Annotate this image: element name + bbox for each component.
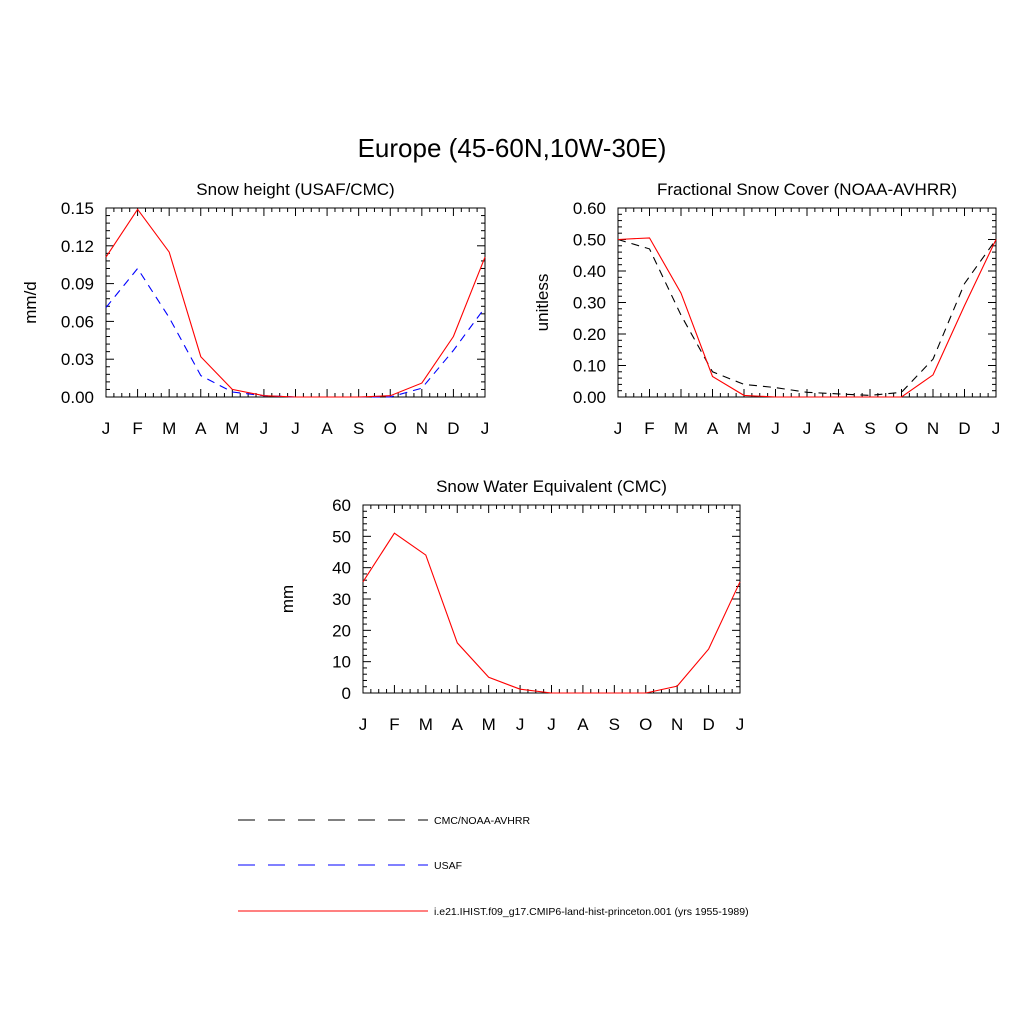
x-tick-label: O bbox=[639, 715, 652, 734]
y-axis-label: unitless bbox=[533, 274, 552, 332]
y-tick-label: 0.20 bbox=[573, 325, 606, 344]
x-tick-label: F bbox=[644, 419, 654, 438]
y-tick-label: 0.09 bbox=[61, 275, 94, 294]
y-tick-label: 0.00 bbox=[573, 388, 606, 407]
x-tick-label: J bbox=[614, 419, 623, 438]
y-tick-label: 0 bbox=[342, 684, 351, 703]
x-tick-label: N bbox=[671, 715, 683, 734]
y-tick-label: 0.30 bbox=[573, 294, 606, 313]
legend-label-2: USAF bbox=[434, 860, 462, 872]
x-tick-label: A bbox=[577, 715, 589, 734]
x-tick-label: J bbox=[481, 419, 490, 438]
series-line-1 bbox=[617, 238, 997, 396]
legend-label-1: CMC/NOAA-AVHRR bbox=[434, 815, 530, 827]
x-tick-label: A bbox=[195, 419, 207, 438]
x-tick-label: S bbox=[353, 419, 364, 438]
panel-title: Snow Water Equivalent (CMC) bbox=[436, 477, 667, 496]
x-tick-label: M bbox=[674, 419, 688, 438]
x-tick-label: J bbox=[736, 715, 745, 734]
figure-title: Europe (45-60N,10W-30E) bbox=[358, 133, 667, 163]
series-line-2 bbox=[362, 532, 741, 694]
y-tick-label: 0.03 bbox=[61, 350, 94, 369]
y-tick-label: 0.50 bbox=[573, 231, 606, 250]
x-tick-label: M bbox=[737, 419, 751, 438]
x-tick-label: J bbox=[359, 715, 368, 734]
x-tick-label: J bbox=[771, 419, 780, 438]
x-tick-label: A bbox=[707, 419, 719, 438]
series-line-2 bbox=[105, 267, 486, 398]
x-tick-label: N bbox=[927, 419, 939, 438]
panel-title: Snow height (USAF/CMC) bbox=[196, 180, 394, 199]
legend-label-3: i.e21.IHIST.f09_g17.CMIP6-land-hist-prin… bbox=[434, 906, 749, 918]
chart-legend: CMC/NOAA-AVHRR USAF i.e21.IHIST.f09_g17.CM… bbox=[238, 815, 749, 918]
y-tick-label: 0.10 bbox=[573, 357, 606, 376]
y-tick-label: 0.06 bbox=[61, 312, 94, 331]
x-tick-label: J bbox=[516, 715, 525, 734]
y-tick-label: 0.15 bbox=[61, 199, 94, 218]
y-tick-label: 30 bbox=[332, 590, 351, 609]
series-line-3 bbox=[105, 208, 486, 398]
x-tick-label: F bbox=[389, 715, 399, 734]
y-axis-label: mm/d bbox=[21, 281, 40, 324]
y-tick-label: 50 bbox=[332, 527, 351, 546]
x-tick-label: J bbox=[291, 419, 300, 438]
y-axis-label: mm bbox=[278, 585, 297, 613]
y-tick-label: 0.00 bbox=[61, 388, 94, 407]
x-tick-label: M bbox=[162, 419, 176, 438]
x-tick-label: A bbox=[452, 715, 464, 734]
x-tick-label: J bbox=[260, 419, 269, 438]
x-tick-label: M bbox=[482, 715, 496, 734]
series-line-2 bbox=[617, 237, 997, 398]
x-tick-label: N bbox=[416, 419, 428, 438]
chart-panel-3: Snow Water Equivalent (CMC)mmJ F M A M J J A S O N… bbox=[278, 477, 744, 734]
plot-frame bbox=[105, 207, 486, 398]
y-tick-label: 40 bbox=[332, 559, 351, 578]
y-tick-label: 20 bbox=[332, 621, 351, 640]
x-tick-label: J bbox=[803, 419, 812, 438]
x-tick-label: J bbox=[547, 715, 556, 734]
chart-panel-1: Snow height (USAF/CMC)mm/dJ F M A M J J A S O N D J0… bbox=[21, 180, 489, 438]
chart-panels: Snow height (USAF/CMC)mm/dJ F M A M J J A S O N D J0… bbox=[21, 180, 1000, 734]
panel-title: Fractional Snow Cover (NOAA-AVHRR) bbox=[657, 180, 957, 199]
x-tick-label: J bbox=[992, 419, 1001, 438]
x-tick-label: A bbox=[833, 419, 845, 438]
y-tick-label: 60 bbox=[332, 496, 351, 515]
x-tick-label: D bbox=[447, 419, 459, 438]
x-tick-label: S bbox=[864, 419, 875, 438]
x-tick-label: J bbox=[102, 419, 111, 438]
x-tick-label: F bbox=[132, 419, 142, 438]
y-tick-label: 0.40 bbox=[573, 262, 606, 281]
y-tick-label: 0.12 bbox=[61, 237, 94, 256]
x-tick-label: M bbox=[419, 715, 433, 734]
y-tick-label: 10 bbox=[332, 653, 351, 672]
x-tick-label: M bbox=[225, 419, 239, 438]
x-tick-label: D bbox=[958, 419, 970, 438]
x-tick-label: O bbox=[895, 419, 908, 438]
x-tick-label: S bbox=[609, 715, 620, 734]
plot-frame bbox=[617, 207, 997, 398]
x-tick-label: O bbox=[384, 419, 397, 438]
x-tick-label: D bbox=[702, 715, 714, 734]
x-tick-label: A bbox=[321, 419, 333, 438]
chart-panel-2: Fractional Snow Cover (NOAA-AVHRR) unitle… bbox=[533, 180, 1000, 438]
plot-frame bbox=[362, 504, 741, 694]
y-tick-label: 0.60 bbox=[573, 199, 606, 218]
